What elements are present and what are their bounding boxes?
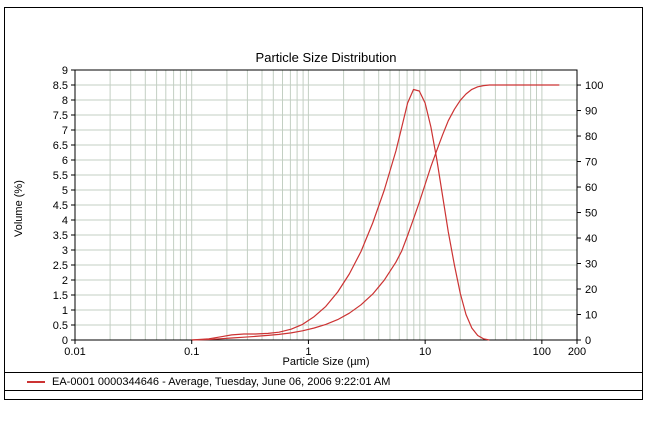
legend-row: EA-0001 0000344646 - Average, Tuesday, J… xyxy=(5,372,642,391)
y-right-tick-label: 20 xyxy=(585,284,597,296)
y-left-tick-label: 4 xyxy=(62,215,68,227)
y-left-tick-label: 7 xyxy=(62,125,68,137)
y-right-tick-label: 80 xyxy=(585,131,597,143)
y-left-tick-label: 4.5 xyxy=(53,200,68,212)
axis-ticks xyxy=(71,69,581,344)
y-right-tick-label: 30 xyxy=(585,259,597,271)
y-right-tick-label: 60 xyxy=(585,182,597,194)
y-right-tick-label: 40 xyxy=(585,233,597,245)
x-tick-label: 200 xyxy=(568,346,586,358)
y-left-tick-label: 2.5 xyxy=(53,260,68,272)
y-left-tick-label: 0 xyxy=(62,335,68,347)
y-right-tick-label: 50 xyxy=(585,208,597,220)
legend-line-swatch xyxy=(27,380,45,383)
y-left-tick-label: 0.5 xyxy=(53,320,68,332)
series-cumulative-undersize xyxy=(191,84,560,341)
y-right-tick-label: 90 xyxy=(585,106,597,118)
x-tick-label: 1 xyxy=(305,346,311,358)
y-left-tick-label: 9 xyxy=(62,65,68,77)
y-right-tick-label: 10 xyxy=(585,310,597,322)
y-left-tick-label: 3.5 xyxy=(53,230,68,242)
y-right-tick-label: 0 xyxy=(585,335,591,347)
legend-label: EA-0001 0000344646 - Average, Tuesday, J… xyxy=(52,375,391,388)
y-left-tick-label: 7.5 xyxy=(53,110,68,122)
axis-tick-labels: 0.01 0.1 1 10 100 20000.511.522.533.544.555.5… xyxy=(53,65,604,358)
y-axis-title: Volume (%) xyxy=(13,180,25,237)
chart-frame: 0.01 0.1 1 10 100 200 0 0.5 1 1.5 2 2.5 3 3.5 4 4.5 5 5.5… xyxy=(4,7,643,400)
y-right-tick-label: 70 xyxy=(585,157,597,169)
y-right-tick-label: 100 xyxy=(585,80,603,92)
x-tick-label: 0.01 xyxy=(64,346,85,358)
y-left-tick-label: 5.5 xyxy=(53,170,68,182)
plot-canvas: 0.01 0.1 1 10 100 20000.511.522.533.544.555.5… xyxy=(53,65,604,358)
y-left-tick-label: 6.5 xyxy=(53,140,68,152)
y-left-tick-label: 1.5 xyxy=(53,290,68,302)
y-left-tick-label: 1 xyxy=(62,305,68,317)
chart-title: Particle Size Distribution xyxy=(255,50,397,65)
x-tick-label: 10 xyxy=(419,346,431,358)
x-tick-label: 100 xyxy=(533,346,551,358)
x-axis-title: Particle Size (µm) xyxy=(282,356,370,368)
series-volume-frequency xyxy=(191,88,490,341)
x-tick-label: 0.1 xyxy=(184,346,199,358)
y-left-tick-label: 3 xyxy=(62,245,68,257)
y-left-tick-label: 2 xyxy=(62,275,68,287)
y-left-tick-label: 5 xyxy=(62,185,68,197)
grid xyxy=(75,70,577,340)
y-left-tick-label: 8.5 xyxy=(53,80,68,92)
y-left-tick-label: 8 xyxy=(62,95,68,107)
y-left-tick-label: 6 xyxy=(62,155,68,167)
